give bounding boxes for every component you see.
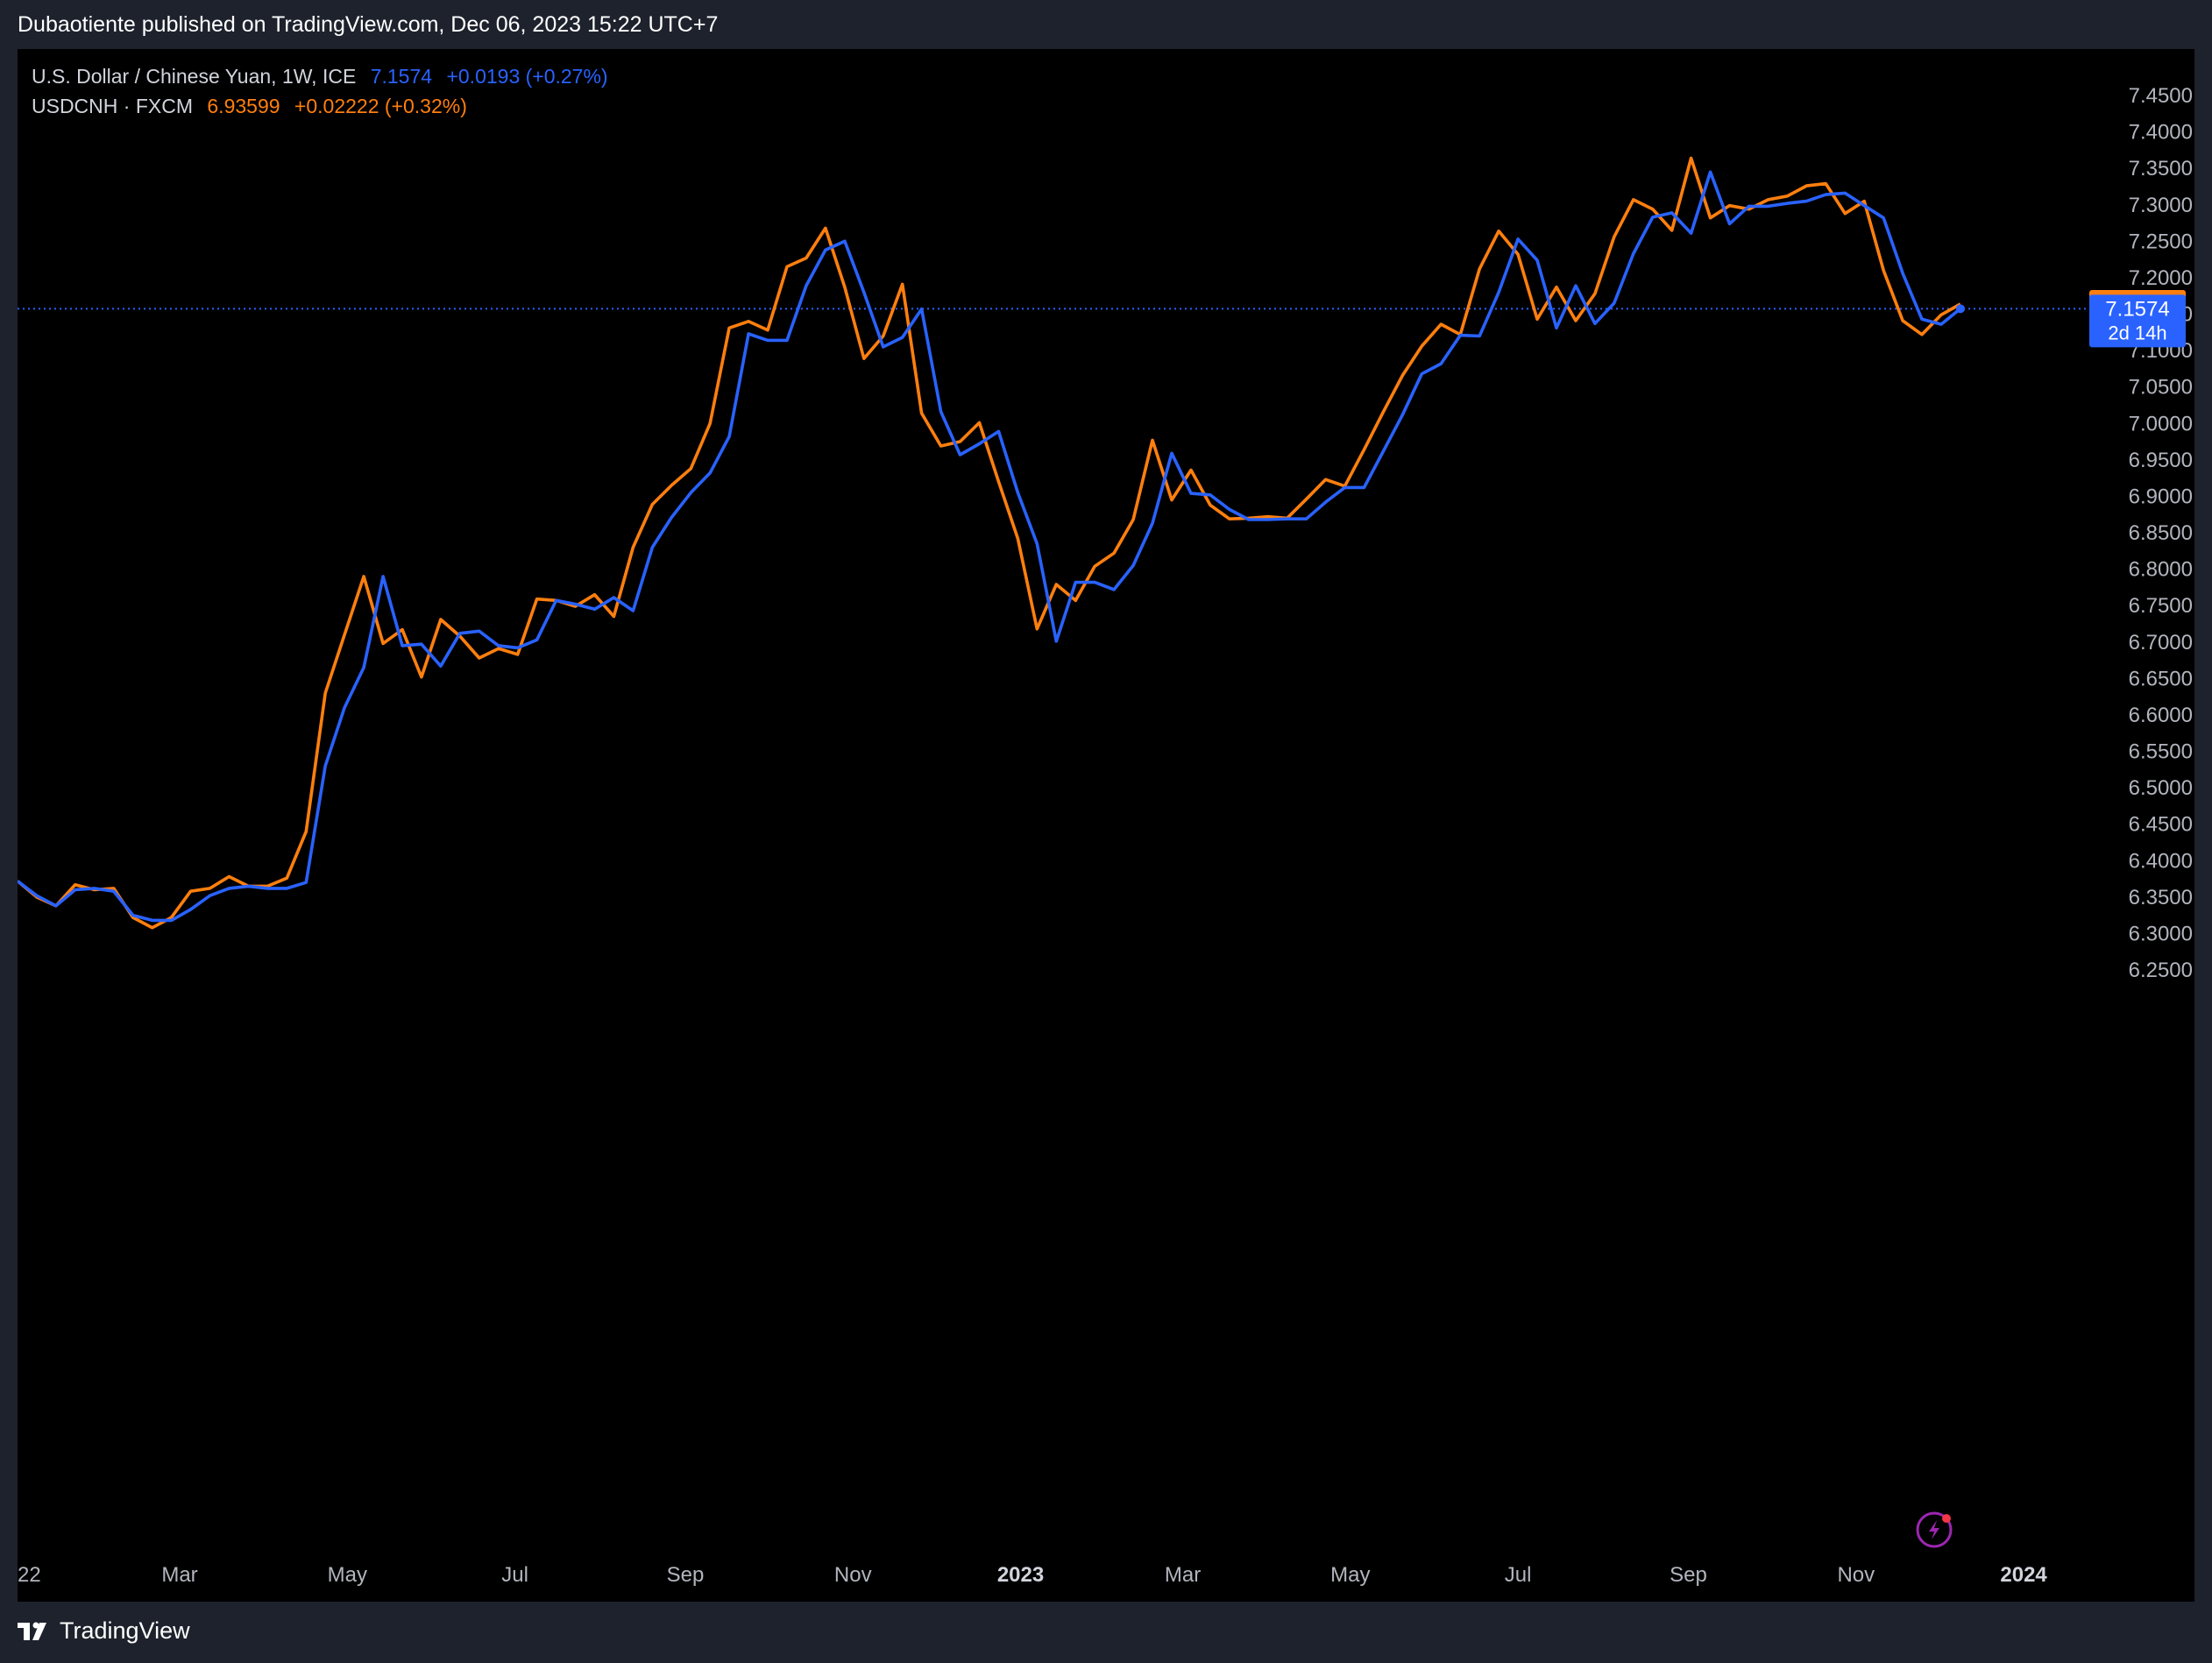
time-tick-label: 22 — [18, 1563, 41, 1587]
price-tick-label: 6.5000 — [2129, 776, 2193, 800]
blue-price-tag-text: 7.1574 — [2105, 297, 2169, 321]
series-line-usdcnh[interactable] — [18, 156, 1961, 930]
price-tick-label: 6.9500 — [2129, 449, 2193, 472]
price-tick-label: 7.3000 — [2129, 194, 2193, 217]
price-tick-label: 7.0500 — [2129, 376, 2193, 400]
price-tick-label: 6.2500 — [2129, 959, 2193, 982]
time-axis[interactable]: 22 Mar May Jul Sep Nov 2023 Mar May Jul Sep Nov 2024 — [18, 1563, 2047, 1587]
price-tick-label: 6.8500 — [2129, 521, 2193, 545]
series-line-usdcny[interactable] — [18, 170, 1962, 923]
last-value-marker — [1955, 304, 1965, 314]
price-axis[interactable]: 7.45007.40007.35007.30007.25007.20007.15… — [2129, 84, 2193, 982]
time-tick-label: May — [1330, 1563, 1370, 1587]
time-tick-label: Jul — [501, 1563, 528, 1587]
bar-countdown-text: 2d 14h — [2108, 322, 2166, 343]
published-caption: Dubaotiente published on TradingView.com… — [18, 12, 719, 37]
lightning-icon[interactable] — [1916, 1511, 1953, 1548]
legend-usdcny-value: 7.1574 — [370, 65, 433, 88]
time-tick-label: Jul — [1505, 1563, 1532, 1587]
legend-series-usdcny[interactable]: U.S. Dollar / Chinese Yuan, 1W, ICE 7.15… — [32, 61, 617, 91]
price-tick-label: 6.6500 — [2129, 667, 2193, 690]
legend-usdcny-name: U.S. Dollar / Chinese Yuan, 1W, ICE — [32, 65, 357, 88]
time-tick-label: Mar — [161, 1563, 197, 1587]
price-tick-label: 6.3000 — [2129, 922, 2193, 945]
legend-series-usdcnh[interactable]: USDCNH · FXCM 6.93599 +0.02222 (+0.32%) — [32, 91, 617, 121]
price-tick-label: 6.4500 — [2129, 813, 2193, 837]
price-tick-label: 7.3500 — [2129, 157, 2193, 180]
time-tick-label: Sep — [667, 1563, 705, 1587]
price-tick-label: 7.4000 — [2129, 121, 2193, 145]
legend-usdcnh-name: USDCNH · FXCM — [32, 95, 193, 117]
price-tick-label: 6.7000 — [2129, 631, 2193, 655]
tradingview-logo-text: TradingView — [60, 1617, 190, 1644]
price-tick-label: 6.4000 — [2129, 849, 2193, 873]
price-tick-label: 6.6000 — [2129, 704, 2193, 727]
time-tick-label: 2024 — [2000, 1563, 2047, 1587]
legend: U.S. Dollar / Chinese Yuan, 1W, ICE 7.15… — [32, 61, 617, 121]
legend-usdcnh-value: 6.93599 — [207, 95, 280, 117]
price-tick-label: 6.9000 — [2129, 485, 2193, 508]
plot-area — [18, 156, 2086, 930]
tradingview-logo-icon — [18, 1622, 46, 1640]
legend-usdcny-change: +0.0193 (+0.27%) — [446, 65, 608, 88]
tradingview-logo[interactable]: TradingView — [18, 1617, 190, 1645]
time-tick-label: Nov — [834, 1563, 872, 1587]
time-tick-label: Sep — [1670, 1563, 1707, 1587]
price-tick-label: 6.7500 — [2129, 594, 2193, 618]
blue-price-tag — [2089, 294, 2186, 348]
price-tick-label: 6.5500 — [2129, 740, 2193, 764]
time-tick-label: May — [328, 1563, 367, 1587]
price-tick-label: 7.2500 — [2129, 230, 2193, 253]
price-tick-label: 6.8000 — [2129, 558, 2193, 582]
price-tick-label: 7.0000 — [2129, 412, 2193, 435]
time-tick-label: Nov — [1837, 1563, 1875, 1587]
price-tick-label: 6.3500 — [2129, 886, 2193, 909]
chart-svg[interactable]: 7.4500 7.4000 7.3500 7.3000 7.2500 7.2000 7.15… — [18, 49, 2194, 1602]
price-tick-label: 7.4500 — [2129, 84, 2193, 108]
price-tick-label: 7.2000 — [2129, 266, 2193, 290]
legend-usdcnh-change: +0.02222 (+0.32%) — [294, 95, 467, 117]
time-tick-label: Mar — [1165, 1563, 1201, 1587]
time-tick-label: 2023 — [997, 1563, 1044, 1587]
chart-panel[interactable]: 7.4500 7.4000 7.3500 7.3000 7.2500 7.2000 7.15… — [18, 49, 2194, 1602]
